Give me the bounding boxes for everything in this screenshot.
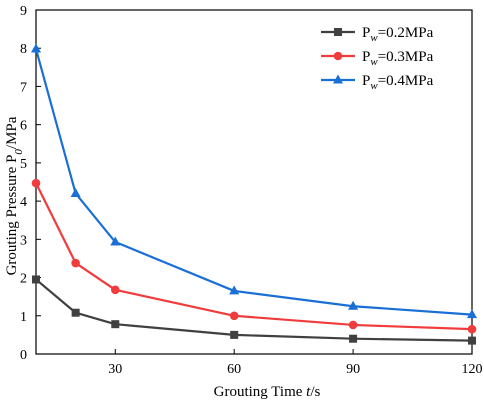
legend-sub: w <box>370 32 378 44</box>
legend-prefix: P <box>362 73 370 89</box>
y-tick-label: 2 <box>20 272 27 287</box>
legend-value: 0.2MPa <box>386 25 433 41</box>
y-tick-label: 9 <box>20 4 27 19</box>
y-tick-label: 1 <box>20 310 27 325</box>
data-point <box>230 330 239 339</box>
x-axis-title: Grouting Time t/s <box>214 384 321 400</box>
legend-marker <box>334 28 342 36</box>
data-point <box>467 309 477 319</box>
legend-value: 0.4MPa <box>386 73 433 89</box>
x-tick-label: 90 <box>346 362 360 377</box>
legend-label: Pw=0.3MPa <box>362 49 434 68</box>
x-axis-title-unit: /s <box>310 384 320 400</box>
x-tick-label: 30 <box>108 362 122 377</box>
legend-label: Pw=0.4MPa <box>362 73 434 92</box>
y-tick-label: 3 <box>20 233 27 248</box>
y-tick-label: 5 <box>20 157 27 172</box>
legend-prefix: P <box>362 25 370 41</box>
series-layer <box>31 43 477 345</box>
data-point <box>31 43 41 53</box>
legend-sub: w <box>370 56 378 68</box>
series-0 <box>32 275 476 345</box>
data-point <box>71 258 80 268</box>
legend-value: 0.3MPa <box>386 49 433 65</box>
x-axis-title-var: t <box>306 384 311 400</box>
data-point <box>110 236 121 246</box>
y-tick-label: 0 <box>20 348 27 363</box>
y-axis-title: Grouting Pressure P0/MPa <box>4 116 25 275</box>
y-tick-label: 8 <box>20 42 27 57</box>
legend-eq: = <box>378 73 386 89</box>
series-line <box>35 278 473 342</box>
legend-item-0: Pw=0.2MPa <box>321 25 434 44</box>
data-point <box>348 320 358 330</box>
y-axis-title-main: Grouting Pressure P <box>4 155 20 276</box>
data-point <box>71 308 80 317</box>
x-axis-title-main: Grouting Time <box>214 384 307 400</box>
y-axis-title-unit: /MPa <box>4 116 20 149</box>
data-point <box>70 187 81 197</box>
legend-item-2: Pw=0.4MPa <box>321 73 434 92</box>
series-line <box>35 182 473 331</box>
y-axis-title-sub: 0 <box>13 149 25 155</box>
data-point <box>349 334 358 343</box>
legend-sub: w <box>370 80 378 92</box>
y-tick-label: 4 <box>20 195 27 210</box>
series-line <box>34 48 473 316</box>
legend-item-1: Pw=0.3MPa <box>321 49 434 68</box>
series-2 <box>31 43 477 319</box>
data-point <box>348 300 359 310</box>
legend-eq: = <box>378 25 386 41</box>
y-tick-label: 6 <box>20 119 27 134</box>
legend-eq: = <box>378 49 386 65</box>
data-point <box>229 285 240 295</box>
data-point <box>111 320 120 329</box>
data-point <box>467 324 477 334</box>
legend-marker <box>333 74 343 84</box>
data-point <box>32 275 40 284</box>
series-1 <box>31 178 477 334</box>
x-tick-label: 120 <box>462 362 483 377</box>
y-tick-label: 7 <box>20 80 27 95</box>
x-tick-label: 60 <box>227 362 241 377</box>
data-point <box>110 285 120 295</box>
data-point <box>31 178 41 188</box>
legend-marker <box>333 51 343 61</box>
legend-label: Pw=0.2MPa <box>362 25 434 44</box>
data-point <box>468 336 476 345</box>
data-point <box>229 311 239 321</box>
legend-prefix: P <box>362 49 370 65</box>
